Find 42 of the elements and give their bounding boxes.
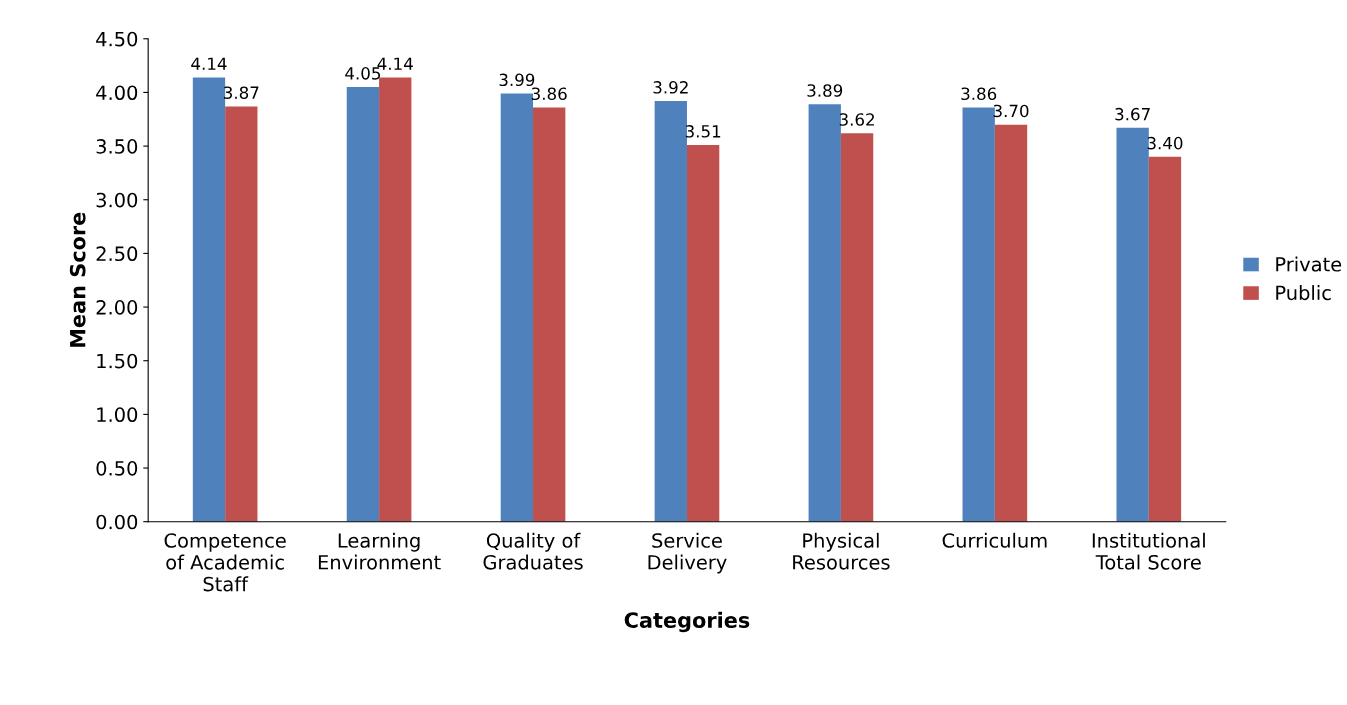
bar bbox=[686, 145, 720, 522]
y-tick-label: 0.50 bbox=[96, 461, 138, 476]
x-tick-label: Learning Environment bbox=[318, 532, 441, 570]
data-label: 3.99 bbox=[499, 73, 535, 87]
y-tick-label: 3.00 bbox=[96, 192, 138, 208]
data-label: 4.14 bbox=[191, 57, 227, 70]
data-label: 3.67 bbox=[1115, 107, 1150, 121]
bar bbox=[225, 106, 258, 522]
data-label: 3.89 bbox=[807, 84, 843, 97]
y-tick-label: 2.00 bbox=[96, 300, 138, 315]
legend-label: Private bbox=[1276, 256, 1342, 272]
legend-label: Public bbox=[1276, 285, 1331, 301]
x-tick-label: Competence of Academic Staff bbox=[164, 533, 286, 592]
y-tick-label: 1.00 bbox=[97, 407, 138, 423]
y-tick-label: 4.00 bbox=[96, 85, 138, 101]
bar bbox=[962, 107, 995, 522]
x-axis-title: Categories bbox=[624, 611, 750, 633]
bar bbox=[346, 87, 380, 522]
y-axis-title: Mean Score bbox=[69, 212, 86, 347]
y-tick-label: 0.00 bbox=[96, 514, 138, 530]
x-tick-label: Quality of Graduates bbox=[483, 532, 583, 570]
data-label: 3.86 bbox=[961, 87, 997, 101]
bar bbox=[840, 133, 874, 522]
bar bbox=[379, 77, 412, 522]
bar bbox=[654, 101, 687, 522]
x-tick-label: Physical Resources bbox=[793, 532, 890, 570]
x-tick-label: Institutional Total Score bbox=[1092, 532, 1205, 570]
x-tick-label: Curriculum bbox=[942, 532, 1047, 548]
bar bbox=[808, 104, 841, 522]
y-tick-label: 3.50 bbox=[96, 139, 138, 154]
bar bbox=[1116, 127, 1149, 522]
y-tick-label: 1.50 bbox=[97, 353, 138, 369]
bar bbox=[500, 93, 534, 522]
data-label: 3.92 bbox=[653, 81, 688, 94]
bar bbox=[533, 107, 566, 522]
bar bbox=[1148, 156, 1182, 522]
y-tick-label: 4.50 bbox=[96, 31, 138, 47]
bar bbox=[192, 77, 226, 522]
x-tick-label: Service Delivery bbox=[648, 532, 727, 574]
bar bbox=[994, 124, 1028, 522]
y-tick-label: 2.50 bbox=[96, 246, 138, 262]
data-label: 3.86 bbox=[531, 87, 567, 101]
